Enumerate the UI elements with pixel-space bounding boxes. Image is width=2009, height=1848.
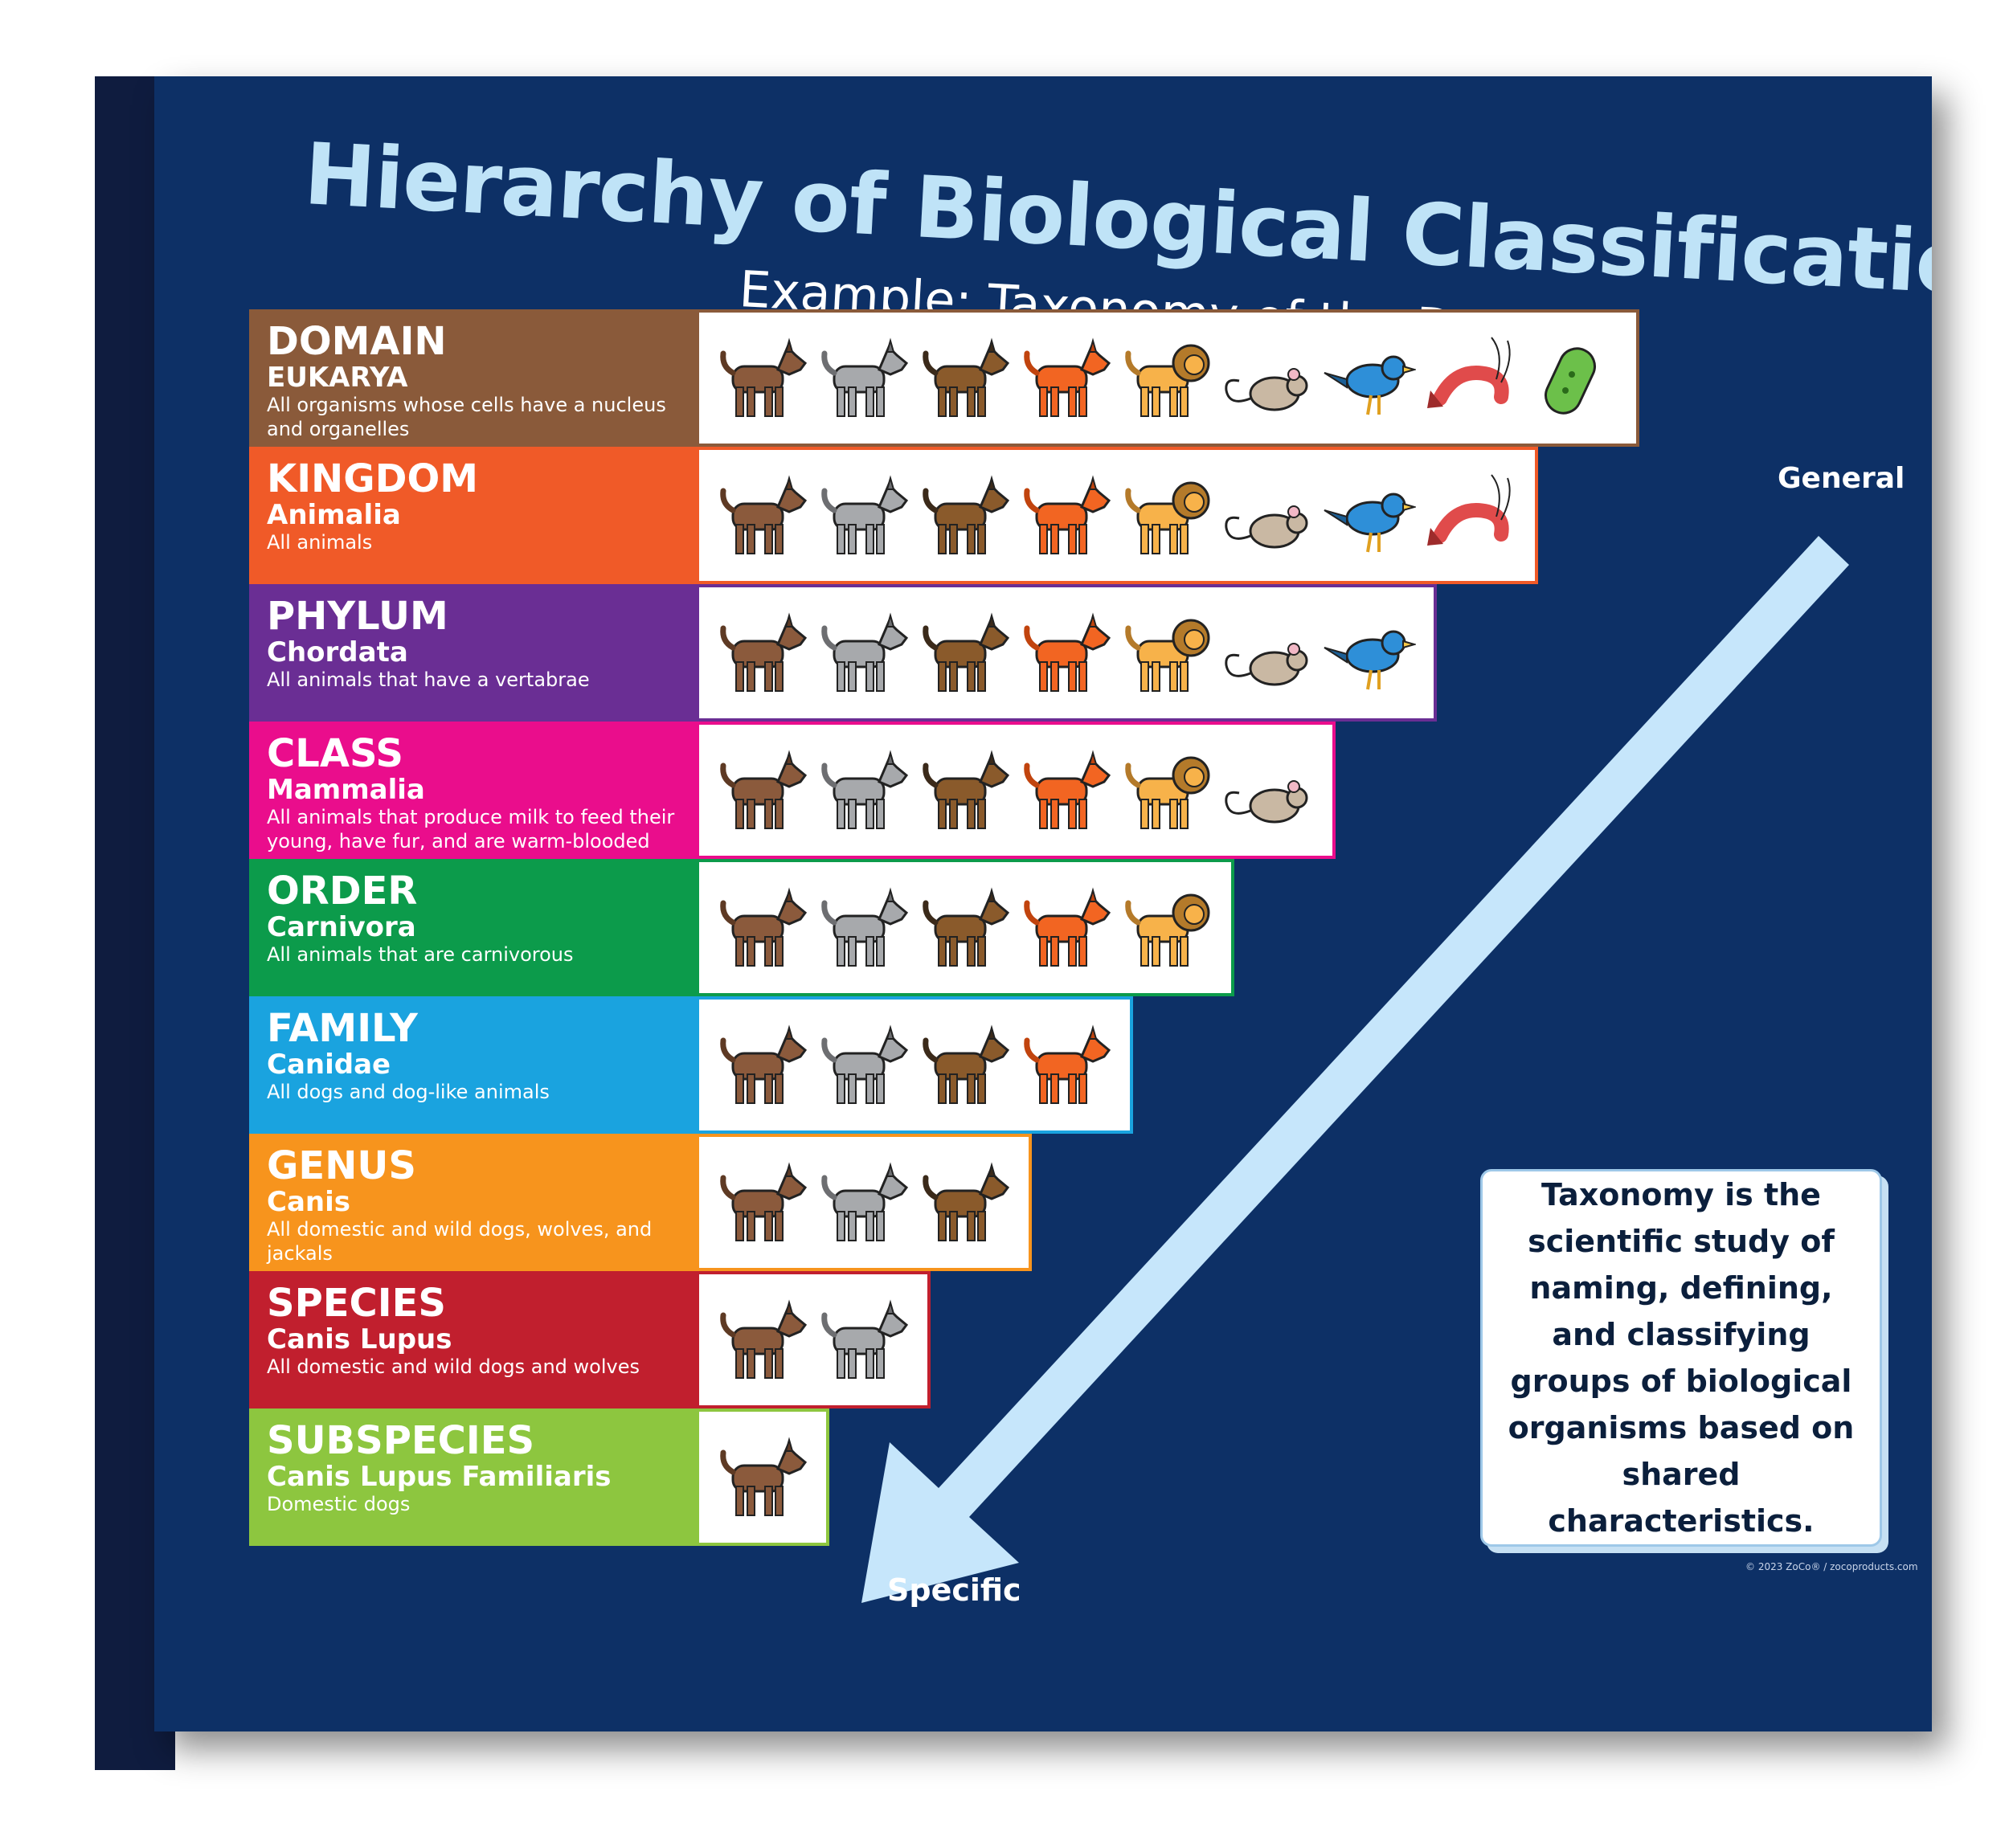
rank-name: PHYLUM: [267, 594, 448, 639]
jackal-icon: [923, 1161, 1010, 1241]
dog-icon: [720, 886, 808, 967]
fox-icon: [1024, 1024, 1111, 1104]
rank-label-genus: GENUS Canis All domestic and wild dogs, wo…: [249, 1134, 696, 1271]
rank-name: DOMAIN: [267, 319, 447, 364]
rank-example: Canis Lupus: [267, 1323, 452, 1355]
arrow-shape: [861, 536, 1849, 1603]
specific-label: Specific: [887, 1572, 1021, 1608]
animal-strip-genus: [696, 1134, 1032, 1271]
general-label: General: [1778, 462, 1905, 495]
jackal-icon: [923, 474, 1010, 554]
rank-example: Canidae: [267, 1049, 391, 1081]
rank-description: Domestic dogs: [267, 1493, 411, 1515]
rank-description: All domestic and wild dogs, wolves, and …: [267, 1218, 653, 1265]
fox-icon: [1024, 337, 1111, 417]
wolf-icon: [821, 886, 909, 967]
rank-label-subspecies: SUBSPECIES Canis Lupus Familiaris Domestic…: [249, 1408, 696, 1546]
rank-description: All dogs and dog-like animals: [267, 1081, 550, 1103]
dog-icon: [720, 1024, 808, 1104]
rank-name: FAMILY: [267, 1006, 418, 1051]
rank-name: SUBSPECIES: [267, 1418, 535, 1463]
rank-example: Chordata: [267, 636, 408, 668]
general-to-specific-arrow: [861, 536, 1849, 1603]
jackal-icon: [923, 749, 1010, 829]
lion-icon: [1125, 344, 1210, 417]
animal-strip-phylum: [696, 584, 1437, 722]
wolf-icon: [821, 611, 909, 692]
bird-icon: [1324, 630, 1416, 689]
animal-strip-order: [696, 859, 1234, 996]
mouse-icon: [1225, 642, 1308, 685]
lion-icon: [1125, 481, 1210, 554]
fox-icon: [1024, 474, 1111, 554]
rank-example: Mammalia: [267, 774, 425, 806]
rank-label-domain: DOMAIN EUKARYA All organisms whose cells h…: [249, 309, 696, 447]
wolf-icon: [821, 749, 909, 829]
dog-icon: [720, 474, 808, 554]
poster: Hierarchy of Biological Classification E…: [154, 76, 1932, 1731]
shrimp-icon: [1427, 336, 1511, 408]
rank-label-phylum: PHYLUM Chordata All animals that have a ve…: [249, 584, 696, 722]
rank-description: All domestic and wild dogs and wolves: [267, 1355, 640, 1378]
wolf-icon: [821, 474, 909, 554]
rank-name: CLASS: [267, 731, 403, 776]
jackal-icon: [923, 337, 1010, 417]
lion-icon: [1125, 893, 1210, 967]
definition-card: Taxonomy is the scientific study of nami…: [1480, 1169, 1882, 1547]
animal-strip-domain: [696, 309, 1639, 447]
rank-description: All animals that have a vertabrae: [267, 668, 590, 691]
copyright-notice: © 2023 ZoCo® / zocoproducts.com: [1745, 1561, 1918, 1572]
rank-label-class: CLASS Mammalia All animals that produce mi…: [249, 722, 696, 859]
animal-strip-class: [696, 722, 1336, 859]
wolf-icon: [821, 337, 909, 417]
lion-icon: [1125, 619, 1210, 692]
jackal-icon: [923, 1024, 1010, 1104]
lion-icon: [1125, 756, 1210, 829]
rank-example: Canis: [267, 1186, 350, 1218]
dog-icon: [720, 749, 808, 829]
rank-label-species: SPECIES Canis Lupus All domestic and wild …: [249, 1271, 696, 1408]
rank-example: Carnivora: [267, 911, 416, 943]
bird-icon: [1324, 355, 1416, 415]
animal-strip-family: [696, 996, 1133, 1134]
wolf-icon: [821, 1298, 909, 1379]
mouse-icon: [1225, 505, 1308, 548]
wolf-icon: [821, 1024, 909, 1104]
rank-description: All animals that produce milk to feed th…: [267, 806, 675, 852]
shrimp-icon: [1427, 473, 1511, 546]
fox-icon: [1024, 611, 1111, 692]
rank-name: ORDER: [267, 869, 418, 914]
rank-description: All animals: [267, 531, 373, 554]
dog-icon: [720, 611, 808, 692]
rank-example: Animalia: [267, 499, 401, 531]
fox-icon: [1024, 886, 1111, 967]
bird-icon: [1324, 493, 1416, 552]
rank-name: KINGDOM: [267, 456, 479, 501]
definition-text: Taxonomy is the scientific study of nami…: [1508, 1177, 1855, 1539]
dog-icon: [720, 1161, 808, 1241]
jackal-icon: [923, 611, 1010, 692]
rank-name: GENUS: [267, 1143, 416, 1188]
animal-strip-subspecies: [696, 1408, 829, 1546]
dog-icon: [720, 1298, 808, 1379]
rank-example: EUKARYA: [267, 362, 408, 394]
rank-name: SPECIES: [267, 1281, 446, 1326]
dog-icon: [720, 337, 808, 417]
mouse-icon: [1225, 779, 1308, 823]
animal-strip-kingdom: [696, 447, 1538, 584]
rank-label-order: ORDER Carnivora All animals that are carni…: [249, 859, 696, 996]
rank-label-kingdom: KINGDOM Animalia All animals: [249, 447, 696, 584]
jackal-icon: [923, 886, 1010, 967]
dog-icon: [720, 1436, 808, 1516]
bacterium-icon: [1545, 346, 1596, 415]
rank-label-family: FAMILY Canidae All dogs and dog-like anima…: [249, 996, 696, 1134]
rank-description: All animals that are carnivorous: [267, 943, 574, 966]
fox-icon: [1024, 749, 1111, 829]
mouse-icon: [1225, 367, 1308, 411]
rank-example: Canis Lupus Familiaris: [267, 1461, 612, 1493]
wolf-icon: [821, 1161, 909, 1241]
rank-description: All organisms whose cells have a nucleus…: [267, 394, 666, 440]
animal-strip-species: [696, 1271, 931, 1408]
